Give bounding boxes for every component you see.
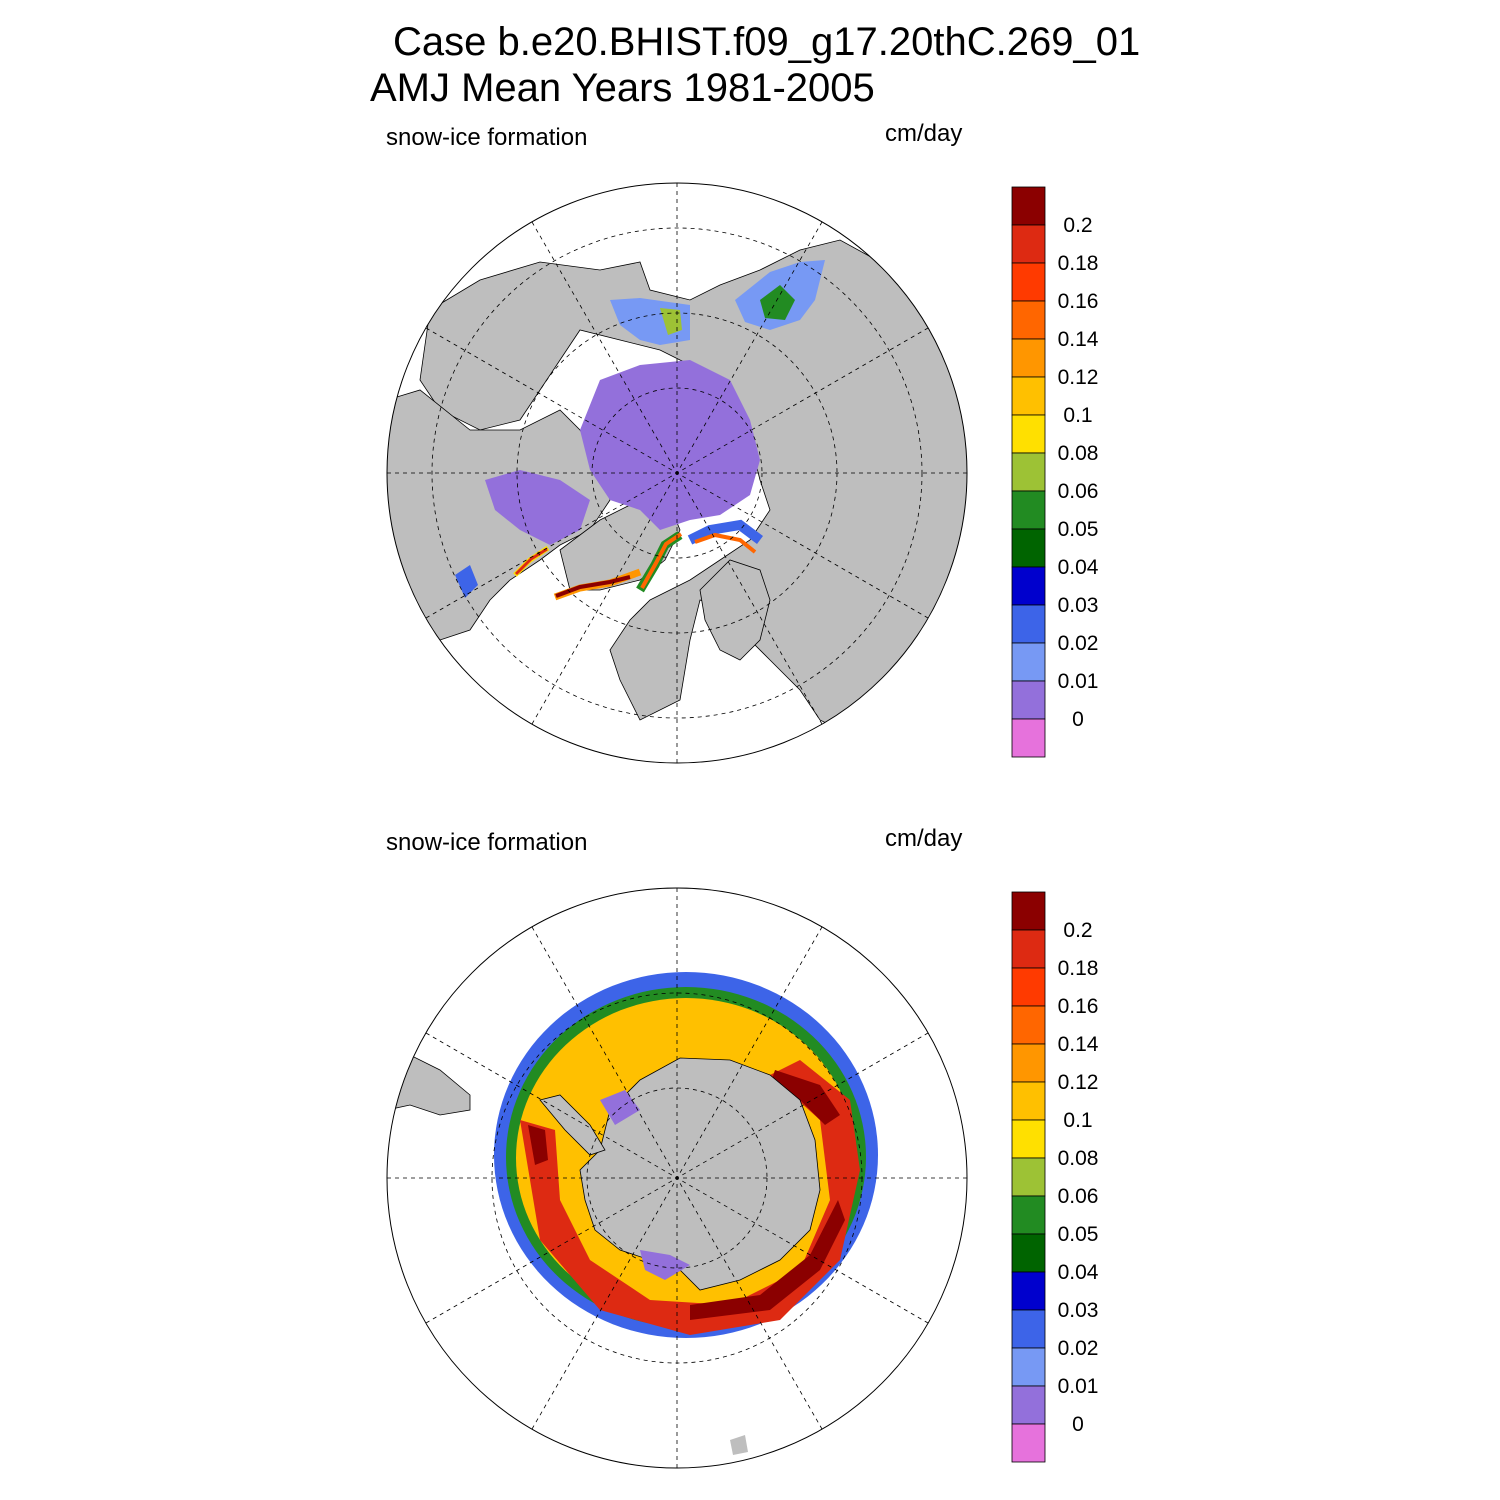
colorbar-1-label-9: 0.04 [1058,556,1099,579]
colorbar-2-swatch-6 [1011,1119,1046,1159]
ross-sea-ice-low [640,1250,690,1280]
arctic-ice-low-rate [580,360,760,530]
colorbar-1-swatch-4 [1011,338,1046,378]
land-eurasia-north [419,239,967,763]
antarctic-map-border [386,887,968,1469]
arctic-map [387,183,967,763]
colorbar-2-swatch-2 [1011,967,1046,1007]
colorbar-2-swatch-12 [1011,1347,1046,1387]
figure-title-line1: Case b.e20.BHIST.f09_g17.20thC.269_01 [393,20,1141,64]
colorbar-2-label-4: 0.12 [1058,1071,1099,1094]
colorbar-2-swatch-7 [1011,1157,1046,1197]
colorbar-north: 0.2 0.18 0.16 0.14 0.12 0.1 0.08 0.06 0.05 0.04 0.… [1011,186,1099,758]
colorbar-2-swatch-4 [1011,1043,1046,1083]
colorbar-2-label-5: 0.1 [1063,1109,1092,1132]
colorbar-2-label-0: 0.2 [1063,919,1092,942]
land-antarctica [579,1057,821,1291]
colorbar-1-swatch-6 [1011,414,1046,454]
colorbar-1-swatch-14 [1011,718,1046,758]
panel-2-variable-label: snow-ice formation [386,829,588,856]
colorbar-2-label-8: 0.05 [1058,1223,1099,1246]
colorbar-2-swatch-13 [1011,1385,1046,1425]
colorbar-1-label-4: 0.12 [1058,366,1099,389]
labrador-band-red [514,547,548,576]
colorbar-1-label-1: 0.18 [1058,252,1099,275]
colorbar-1-label-7: 0.06 [1058,480,1099,503]
ice-ross-darkred [528,1125,548,1165]
colorbar-2-swatch-14 [1011,1423,1046,1463]
ice-ring-red-sector [520,1060,860,1335]
ice-weddell-darkred [770,1070,840,1125]
arctic-map-border [386,182,968,764]
colorbar-1-swatch-8 [1011,490,1046,530]
colorbar-south: 0.2 0.18 0.16 0.14 0.12 0.1 0.08 0.06 0.05 0.04 0.… [1011,891,1099,1463]
colorbar-1-label-12: 0.01 [1058,670,1099,693]
colorbar-1-swatch-5 [1011,376,1046,416]
colorbar-2-swatch-8 [1011,1195,1046,1235]
antarctic-graticule [387,888,967,1468]
colorbar-1-swatch-12 [1011,642,1046,682]
colorbar-2-label-12: 0.01 [1058,1375,1099,1398]
colorbar-2-label-3: 0.14 [1058,1033,1099,1056]
greenland-south-band-dark [555,575,631,598]
land-sub-antarctic-island [730,1435,748,1455]
panel-1-units-label: cm/day [885,120,963,147]
colorbar-1-swatch-1 [1011,224,1046,264]
colorbar-1-label-11: 0.02 [1058,632,1099,655]
colorbar-1-label-8: 0.05 [1058,518,1099,541]
colorbar-1-label-3: 0.14 [1058,328,1099,351]
barents-sea-band-inner [694,532,757,554]
barents-sea-band [687,519,763,545]
colorbar-1-swatch-7 [1011,452,1046,492]
colorbar-1-swatch-10 [1011,566,1046,606]
panel-1-variable-label: snow-ice formation [386,124,588,151]
colorbar-2-swatch-10 [1011,1271,1046,1311]
colorbar-1-label-0: 0.2 [1063,214,1092,237]
figure-title-line2: AMJ Mean Years 1981-2005 [370,66,875,110]
st-lawrence-ice [455,565,478,598]
colorbar-2-swatch-5 [1011,1081,1046,1121]
bering-sea-band [760,285,795,320]
colorbar-2-label-1: 0.18 [1058,957,1099,980]
greenland-sea-band-inner [640,532,683,589]
colorbar-2-label-7: 0.06 [1058,1185,1099,1208]
colorbar-1-swatch-9 [1011,528,1046,568]
weddell-sea-ice-low [600,1090,640,1125]
arctic-graticule [387,183,967,763]
colorbar-2-label-6: 0.08 [1058,1147,1099,1170]
colorbar-2-label-2: 0.16 [1058,995,1099,1018]
colorbar-1-swatch-0 [1011,186,1046,226]
colorbar-2-label-11: 0.02 [1058,1337,1099,1360]
colorbar-2-swatch-1 [1011,929,1046,969]
colorbar-2-swatch-0 [1011,891,1046,931]
colorbar-1-swatch-11 [1011,604,1046,644]
colorbar-1-swatch-3 [1011,300,1046,340]
colorbar-1-label-10: 0.03 [1058,594,1099,617]
colorbar-1-label-2: 0.16 [1058,290,1099,313]
colorbar-1-swatch-2 [1011,262,1046,302]
colorbar-1-label-5: 0.1 [1063,404,1092,427]
land-scandinavia [699,559,771,661]
land-antarctic-peninsula [539,1094,606,1156]
colorbar-2-label-10: 0.03 [1058,1299,1099,1322]
ice-ring-darkred-sector [690,1200,845,1320]
antarctic-map [387,888,967,1468]
colorbar-1-label-6: 0.08 [1058,442,1099,465]
panel-2-units-label: cm/day [885,825,963,852]
colorbar-2-swatch-11 [1011,1309,1046,1349]
hudson-bay-ice [485,470,590,545]
colorbar-2-label-13: 0 [1072,1413,1084,1436]
okhotsk-sea-band [660,308,682,335]
colorbar-2-swatch-3 [1011,1005,1046,1045]
colorbar-2-label-9: 0.04 [1058,1261,1099,1284]
colorbar-1-label-13: 0 [1072,708,1084,731]
colorbar-2-swatch-9 [1011,1233,1046,1273]
colorbar-1-swatch-13 [1011,680,1046,720]
